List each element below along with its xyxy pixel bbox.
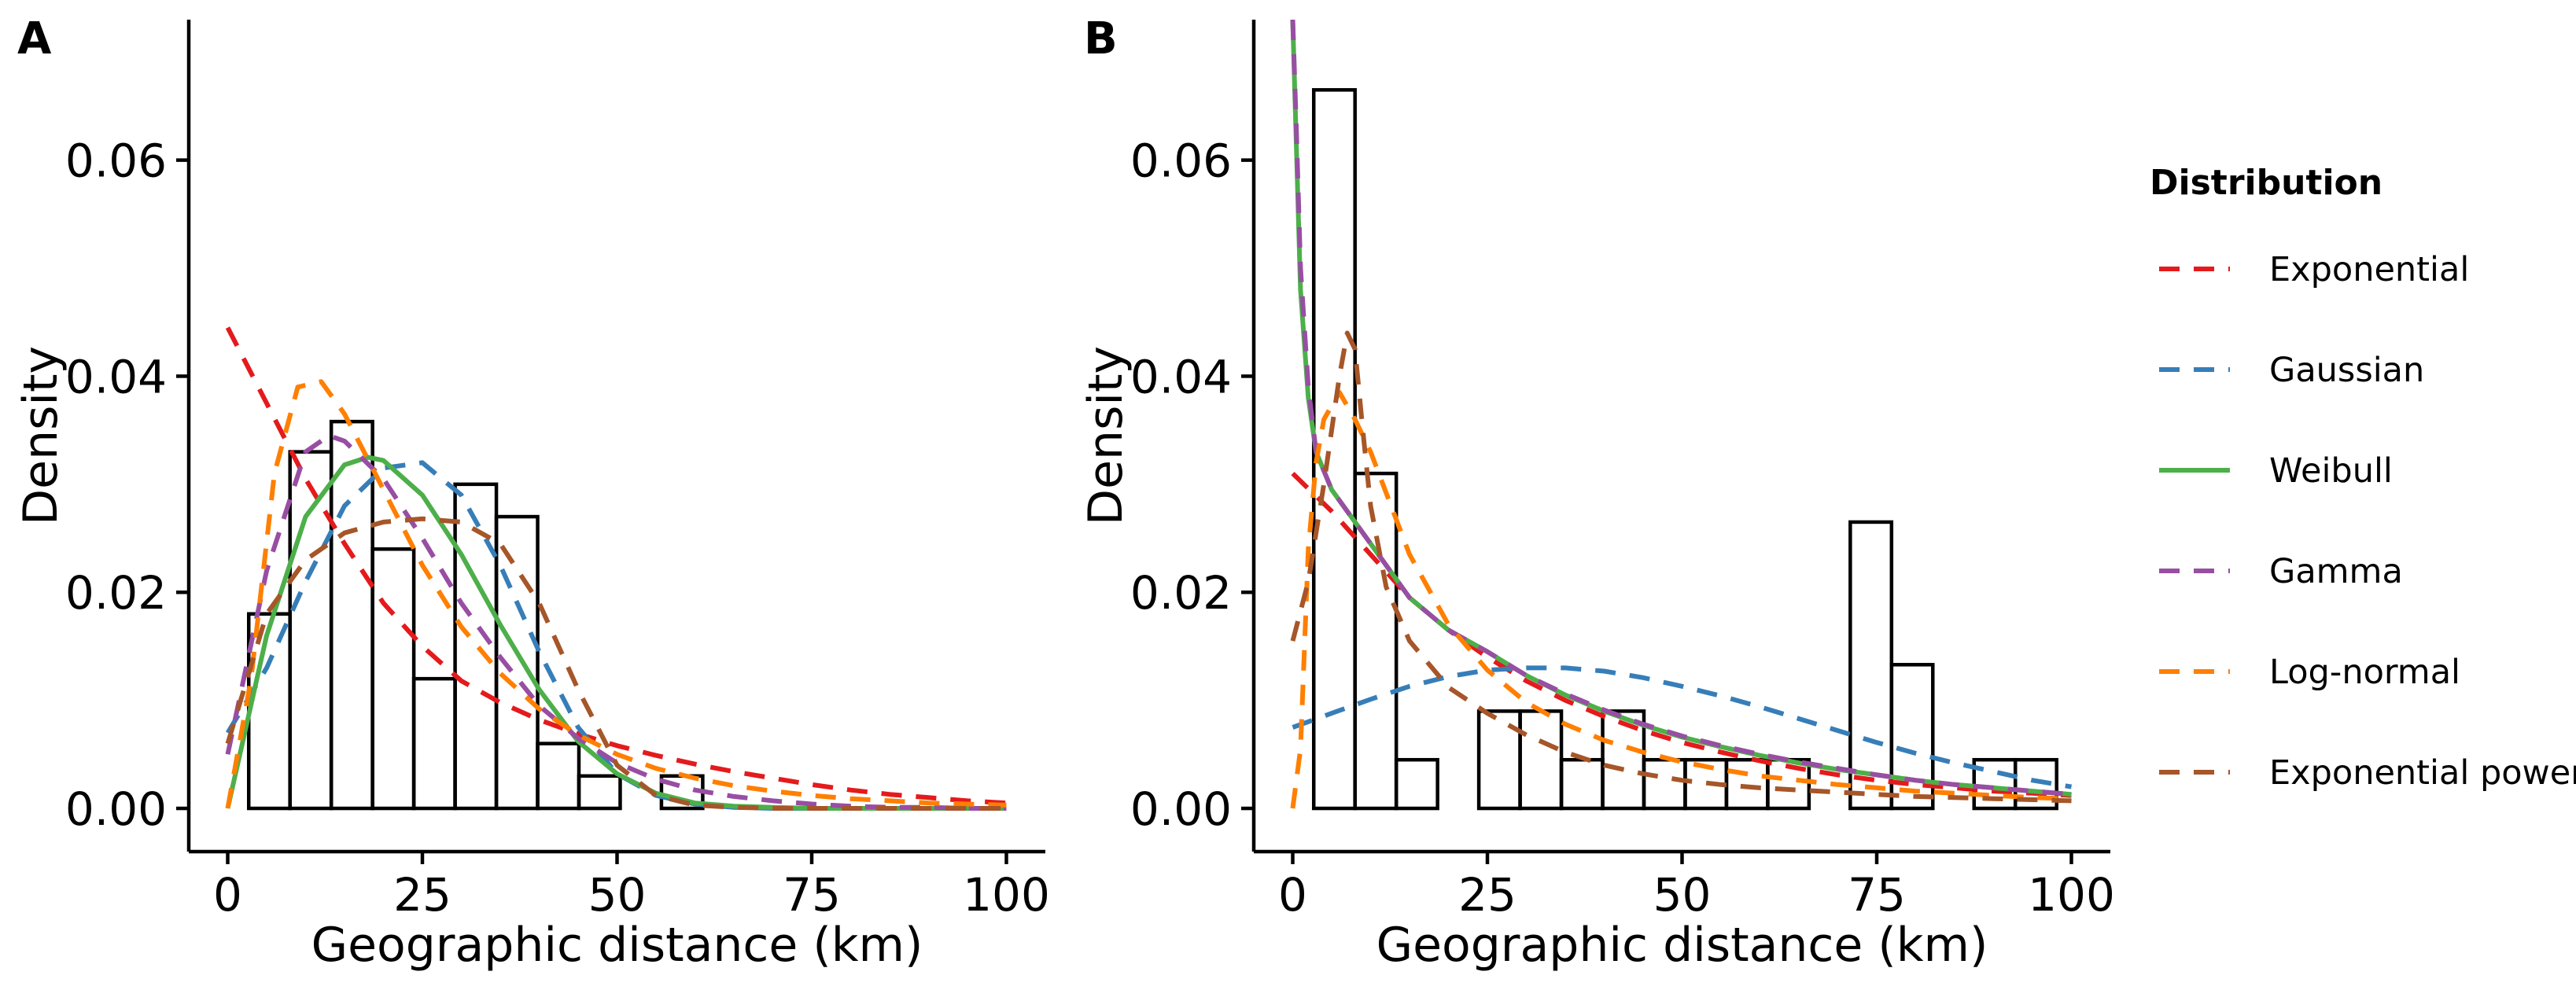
legend-label: Exponential power bbox=[2269, 753, 2576, 793]
x-tick-label: 75 bbox=[1848, 868, 1906, 922]
histogram-bar bbox=[411, 676, 457, 811]
histogram-bar bbox=[536, 742, 581, 811]
y-tick-label: 0.00 bbox=[65, 782, 167, 836]
histogram-bar bbox=[288, 450, 334, 811]
curve-weibull bbox=[1290, 20, 2072, 797]
x-tick-label: 25 bbox=[393, 868, 451, 922]
legend-label: Gaussian bbox=[2269, 351, 2424, 390]
histogram bbox=[1311, 88, 2058, 811]
histogram-bar bbox=[1889, 663, 1935, 811]
x-tick-label: 0 bbox=[1278, 868, 1307, 922]
curve-exponential-power bbox=[225, 516, 1007, 811]
fitted-curves bbox=[1290, 20, 2072, 809]
histogram-bar bbox=[246, 612, 292, 811]
histogram-bar bbox=[1724, 757, 1770, 811]
x-tick-label: 25 bbox=[1458, 868, 1516, 922]
curve-gamma bbox=[1290, 20, 2072, 797]
histogram-bar bbox=[1394, 757, 1439, 811]
histogram-bar bbox=[1353, 471, 1399, 811]
curve-gaussian bbox=[1292, 665, 2072, 789]
x-tick-label: 0 bbox=[213, 868, 242, 922]
x-axis-title: Geographic distance (km) bbox=[311, 918, 923, 973]
x-axis-title: Geographic distance (km) bbox=[1376, 918, 1988, 973]
legend-label: Weibull bbox=[2269, 451, 2393, 491]
histogram-bar bbox=[370, 547, 416, 811]
histogram bbox=[246, 419, 705, 811]
legend-label: Gamma bbox=[2269, 552, 2403, 591]
y-tick-label: 0.00 bbox=[1130, 782, 1232, 836]
y-tick-label: 0.02 bbox=[1130, 566, 1232, 620]
curve-exponential bbox=[225, 326, 1007, 806]
histogram-bar bbox=[577, 774, 622, 811]
panel-label: B bbox=[1084, 13, 1118, 64]
histogram-bar bbox=[1848, 520, 1894, 811]
curve-gamma bbox=[225, 433, 1007, 811]
legend-item: Gamma bbox=[2159, 552, 2403, 591]
histogram-bar bbox=[1559, 757, 1605, 811]
histogram-bar bbox=[494, 514, 540, 811]
y-tick-label: 0.04 bbox=[65, 350, 167, 403]
panel-b: 0 25 50 75 100 0.00 0.02 0.04 0.06 Geographic dis… bbox=[1078, 13, 2115, 973]
legend-title: Distribution bbox=[2150, 163, 2383, 203]
fitted-curves bbox=[225, 326, 1007, 811]
histogram-bar bbox=[453, 482, 499, 811]
y-tick-label: 0.04 bbox=[1130, 350, 1232, 403]
y-axis-title: Density bbox=[13, 346, 68, 525]
y-tick-label: 0.02 bbox=[65, 566, 167, 620]
x-tick-label: 100 bbox=[963, 868, 1050, 922]
legend: Distribution Exponential Gaussian Weibull G… bbox=[2150, 163, 2576, 793]
panel-a: 0 25 50 75 100 0.00 0.02 0.04 0.06 Geographic dis… bbox=[13, 13, 1050, 973]
curve-exponential-power bbox=[1290, 330, 2072, 804]
x-tick-label: 50 bbox=[1653, 868, 1712, 922]
x-tick-label: 75 bbox=[783, 868, 841, 922]
legend-item: Exponential power bbox=[2159, 753, 2576, 793]
panel-label: A bbox=[17, 13, 52, 64]
legend-item: Weibull bbox=[2159, 451, 2393, 491]
legend-label: Exponential bbox=[2269, 250, 2469, 289]
y-tick-label: 0.06 bbox=[1130, 134, 1232, 188]
histogram-bar bbox=[1518, 709, 1564, 811]
x-tick-label: 50 bbox=[588, 868, 647, 922]
legend-item: Log-normal bbox=[2159, 653, 2460, 692]
histogram-bar bbox=[1642, 757, 1687, 811]
y-tick-label: 0.06 bbox=[65, 134, 167, 188]
y-axis-title: Density bbox=[1078, 346, 1133, 525]
curve-log-normal bbox=[1290, 390, 2072, 809]
x-tick-label: 100 bbox=[2028, 868, 2115, 922]
legend-item: Exponential bbox=[2159, 250, 2469, 289]
curve-log-normal bbox=[225, 379, 1007, 809]
histogram-bar bbox=[329, 419, 374, 811]
curve-exponential bbox=[1291, 471, 2072, 798]
histogram-bar bbox=[2013, 757, 2058, 811]
legend-item: Gaussian bbox=[2159, 351, 2424, 390]
legend-label: Log-normal bbox=[2269, 653, 2460, 692]
